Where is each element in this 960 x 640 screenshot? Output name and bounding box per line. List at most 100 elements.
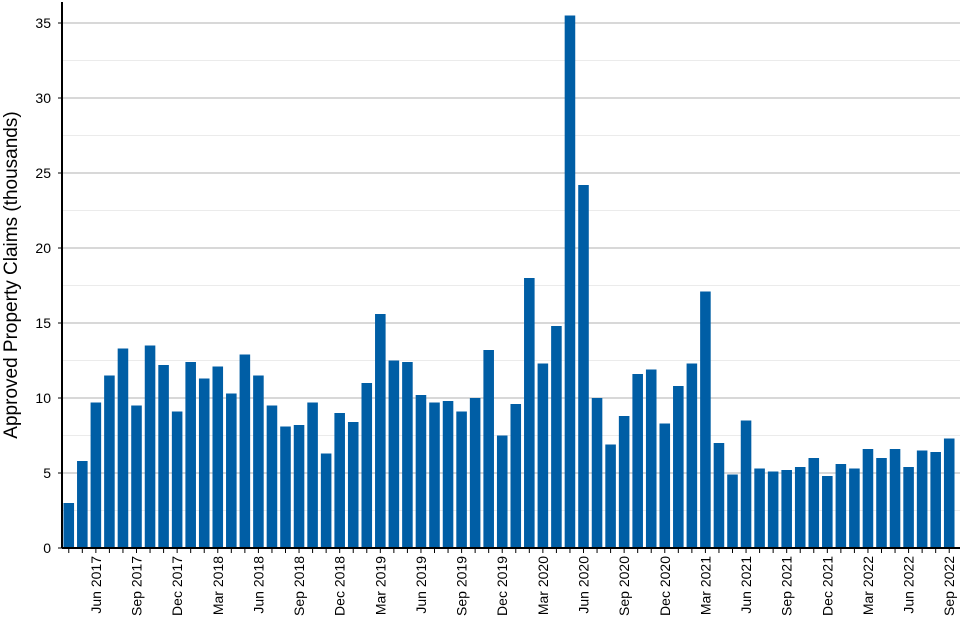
x-tick-label: Sep 2017 [129, 556, 145, 616]
bar [686, 363, 698, 548]
bar [754, 468, 765, 548]
bar [605, 444, 616, 548]
y-tick-label: 15 [35, 315, 51, 331]
bar [496, 435, 508, 548]
bar [388, 360, 400, 548]
bar [280, 426, 291, 548]
bar [524, 278, 535, 548]
bar [117, 348, 129, 548]
x-tick-label: Mar 2020 [535, 556, 551, 615]
bar [334, 413, 345, 548]
bar [876, 458, 887, 548]
bar [889, 449, 901, 548]
y-tick-label: 25 [35, 165, 51, 181]
bar [632, 374, 643, 548]
bar [673, 386, 684, 548]
bar [90, 402, 102, 548]
x-tick-label: Dec 2019 [494, 556, 510, 616]
x-tick-label: Jun 2019 [413, 556, 429, 614]
x-tick-label: Sep 2022 [941, 556, 957, 616]
bar [700, 291, 711, 548]
bar [307, 402, 318, 548]
x-tick-label: Sep 2019 [454, 556, 470, 616]
bar [198, 378, 210, 548]
bar [456, 411, 467, 548]
bar [727, 474, 738, 548]
bar [645, 369, 657, 548]
bar [375, 314, 386, 548]
bar [930, 452, 941, 548]
bar [943, 438, 955, 548]
bar [537, 363, 549, 548]
bar [239, 354, 251, 548]
x-tick-label: Sep 2020 [616, 556, 632, 616]
y-tick-label: 35 [35, 15, 51, 31]
y-tick-label: 5 [43, 465, 51, 481]
bar [402, 362, 413, 548]
bar [903, 467, 914, 548]
bar [916, 450, 928, 548]
bar [158, 365, 169, 548]
bar [144, 345, 156, 548]
bar [266, 405, 278, 548]
bar [469, 398, 481, 548]
bar [835, 464, 847, 548]
bar [713, 443, 725, 548]
bar [415, 395, 427, 548]
axes [61, 2, 960, 549]
x-tick-label: Jun 2017 [88, 556, 104, 614]
bar [781, 470, 792, 548]
bars [63, 15, 955, 548]
bar [347, 422, 359, 548]
minor-gridlines [62, 60, 960, 511]
y-axis-label: Approved Property Claims (thousands) [1, 111, 22, 438]
bar [551, 326, 562, 548]
x-ticks: Jun 2017 Sep 2017 Dec 2017 Mar 2018 Jun 2018… [68, 548, 957, 616]
y-tick-label: 10 [35, 390, 51, 406]
bar [253, 375, 264, 548]
x-tick-label: Mar 2018 [210, 556, 226, 615]
x-tick-label: Mar 2021 [697, 556, 713, 615]
bar [483, 350, 494, 548]
bar [849, 468, 860, 548]
major-gridlines [62, 22, 960, 474]
bar [293, 425, 305, 548]
x-tick-label: Mar 2019 [372, 556, 388, 615]
bar [429, 402, 440, 548]
x-tick-label: Jun 2021 [738, 556, 754, 614]
x-tick-label: Dec 2021 [819, 556, 835, 616]
bar [578, 185, 589, 548]
x-tick-label: Jun 2020 [576, 556, 592, 614]
x-tick-label: Dec 2017 [169, 556, 185, 616]
bar [63, 503, 75, 548]
bar [171, 411, 183, 548]
y-tick-label: 20 [35, 240, 51, 256]
y-tick-label: 0 [43, 540, 51, 556]
x-tick-label: Sep 2021 [779, 556, 795, 616]
x-tick-label: Dec 2018 [332, 556, 348, 616]
y-ticks: 0 5 10 15 20 25 30 35 [35, 15, 62, 556]
bar [320, 453, 332, 548]
y-tick-label: 30 [35, 90, 51, 106]
bar [442, 401, 454, 548]
bar [131, 405, 142, 548]
bar [740, 420, 752, 548]
bar [185, 362, 196, 548]
bar [862, 449, 874, 548]
bar [361, 383, 373, 548]
bar [564, 15, 576, 548]
x-tick-label: Sep 2018 [291, 556, 307, 616]
bar [212, 366, 224, 548]
bar [794, 467, 806, 548]
x-tick-label: Jun 2018 [250, 556, 266, 614]
bar [591, 398, 603, 548]
bar [767, 471, 779, 548]
bar [77, 461, 88, 548]
bar [226, 393, 237, 548]
x-tick-label: Dec 2020 [657, 556, 673, 616]
x-tick-label: Mar 2022 [860, 556, 876, 615]
bar [808, 458, 820, 548]
bar [659, 423, 671, 548]
